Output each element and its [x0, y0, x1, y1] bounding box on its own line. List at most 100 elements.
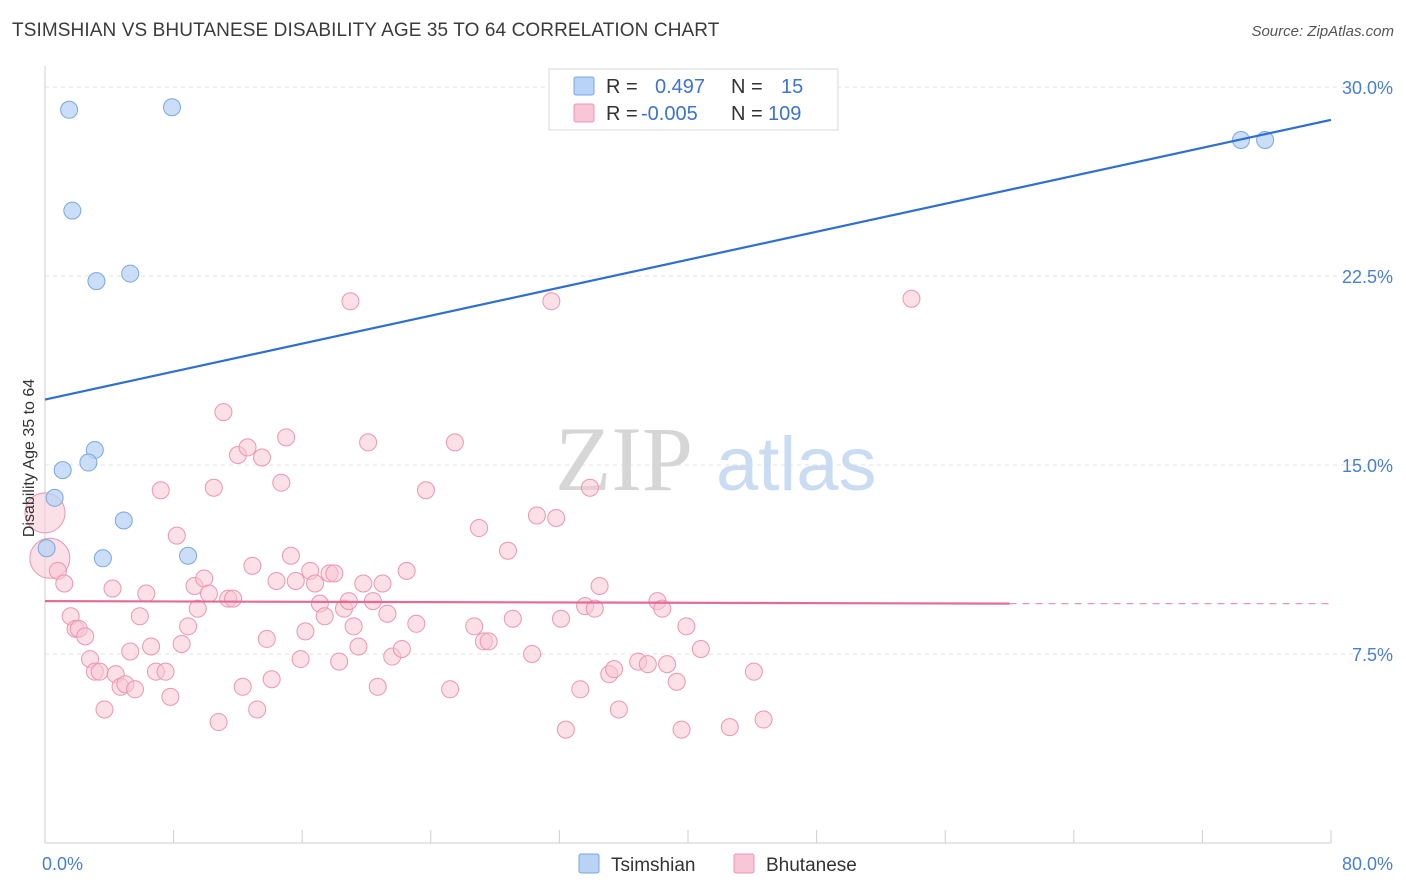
- bhutanese-point: [341, 292, 360, 311]
- bhutanese-point: [224, 589, 243, 608]
- watermark: ZIP atlas: [555, 408, 877, 510]
- bhutanese-point: [179, 617, 198, 636]
- tsimshian-point: [45, 488, 64, 507]
- bhutanese-point: [503, 609, 522, 628]
- bhutanese-trend-line: [44, 600, 1010, 605]
- bottom-legend-bhutanese: Bhutanese: [766, 855, 857, 876]
- bhutanese-point: [195, 569, 214, 588]
- bhutanese-point: [306, 574, 325, 593]
- bhutanese-point: [479, 632, 498, 651]
- bhutanese-point: [523, 645, 542, 664]
- tsimshian-point: [87, 272, 106, 291]
- tsimshian-point: [53, 461, 72, 480]
- bhutanese-point: [272, 473, 291, 492]
- series-legend: Tsimshian Bhutanese: [578, 853, 857, 876]
- bottom-legend-swatch-tsimshian: [578, 853, 600, 874]
- source-label: Source: ZipAtlas.com: [1251, 23, 1394, 40]
- y-tick-label: 30.0%: [1342, 78, 1393, 98]
- tsimshian-trend-line: [44, 118, 1332, 401]
- bhutanese-point: [257, 629, 276, 648]
- bhutanese-point: [754, 710, 773, 729]
- tsimshian-point: [121, 264, 140, 283]
- bhutanese-point: [542, 292, 561, 311]
- tsimshian-point: [114, 511, 133, 530]
- bhutanese-point: [585, 599, 604, 618]
- bhutanese-point: [354, 574, 373, 593]
- bhutanese-point: [291, 650, 310, 669]
- x-tick-label-min: 0.0%: [42, 854, 83, 874]
- tsimshian-point: [162, 98, 181, 117]
- bhutanese-point: [397, 561, 416, 580]
- bhutanese-point: [609, 700, 628, 719]
- tsimshian-point: [93, 549, 112, 568]
- bhutanese-point: [744, 662, 763, 681]
- bhutanese-point: [130, 607, 149, 626]
- bhutanese-point: [658, 655, 677, 674]
- correlation-legend: R = 0.497 N = 15 R = -0.005 N = 109: [548, 68, 839, 131]
- bhutanese-point: [349, 637, 368, 656]
- bhutanese-point: [209, 713, 228, 732]
- bhutanese-point: [330, 652, 349, 671]
- bhutanese-point: [571, 680, 590, 699]
- bhutanese-point: [445, 433, 464, 452]
- bhutanese-point: [691, 639, 710, 658]
- bhutanese-point: [277, 428, 296, 447]
- bhutanese-point: [151, 481, 170, 500]
- tsimshian-point: [63, 201, 82, 220]
- x-tick-label-max: 80.0%: [1342, 854, 1393, 874]
- bhutanese-point: [441, 680, 460, 699]
- legend-r-value-2: -0.005: [641, 103, 698, 125]
- bhutanese-point: [188, 599, 207, 618]
- bhutanese-point: [344, 617, 363, 636]
- bhutanese-point: [267, 571, 286, 590]
- legend-n-value-1: 15: [781, 76, 803, 98]
- tsimshian-points: [37, 98, 1275, 568]
- axes: [44, 66, 1332, 844]
- bhutanese-point: [156, 662, 175, 681]
- bhutanese-point: [638, 655, 657, 674]
- bhutanese-point: [315, 607, 334, 626]
- y-tick-label: 22.5%: [1342, 267, 1393, 287]
- tsimshian-point: [60, 100, 79, 119]
- bhutanese-point: [556, 720, 575, 739]
- bhutanese-point: [199, 584, 218, 603]
- tick-labels: 7.5% 15.0% 22.5% 30.0% 0.0% 80.0%: [42, 78, 1393, 874]
- y-tick-label: 15.0%: [1342, 456, 1393, 476]
- bhutanese-point: [547, 508, 566, 527]
- legend-r-label-2: R =: [606, 103, 638, 125]
- bhutanese-point: [142, 637, 161, 656]
- bhutanese-point: [95, 700, 114, 719]
- bhutanese-points: [24, 289, 921, 739]
- legend-r-value-1: 0.497: [655, 76, 705, 98]
- tsimshian-point: [37, 539, 56, 558]
- bhutanese-point: [167, 526, 186, 545]
- trend-lines: [44, 118, 1332, 605]
- legend-n-label-2: N =: [731, 103, 763, 125]
- tsimshian-point: [79, 453, 98, 472]
- bhutanese-point: [580, 478, 599, 497]
- bhutanese-point: [238, 438, 257, 457]
- chart-title: TSIMSHIAN VS BHUTANESE DISABILITY AGE 35…: [12, 20, 720, 41]
- bhutanese-point: [407, 614, 426, 633]
- bhutanese-point: [605, 660, 624, 679]
- bhutanese-point: [233, 677, 252, 696]
- bottom-legend-tsimshian: Tsimshian: [611, 855, 695, 876]
- bhutanese-point: [262, 670, 281, 689]
- legend-n-value-2: 109: [768, 103, 801, 125]
- grid-lines: [45, 86, 1392, 655]
- bhutanese-point: [672, 720, 691, 739]
- bhutanese-point: [296, 622, 315, 641]
- bhutanese-point: [653, 599, 672, 618]
- bhutanese-point: [527, 506, 546, 525]
- bhutanese-point: [126, 680, 145, 699]
- bhutanese-point: [470, 519, 489, 538]
- bhutanese-point: [248, 700, 267, 719]
- bhutanese-point: [76, 627, 95, 646]
- bhutanese-point: [137, 584, 156, 603]
- watermark-atlas: atlas: [716, 422, 877, 507]
- bhutanese-point: [55, 574, 74, 593]
- tsimshian-point: [179, 546, 198, 565]
- bhutanese-point: [368, 677, 387, 696]
- bhutanese-point: [103, 579, 122, 598]
- bhutanese-point: [373, 574, 392, 593]
